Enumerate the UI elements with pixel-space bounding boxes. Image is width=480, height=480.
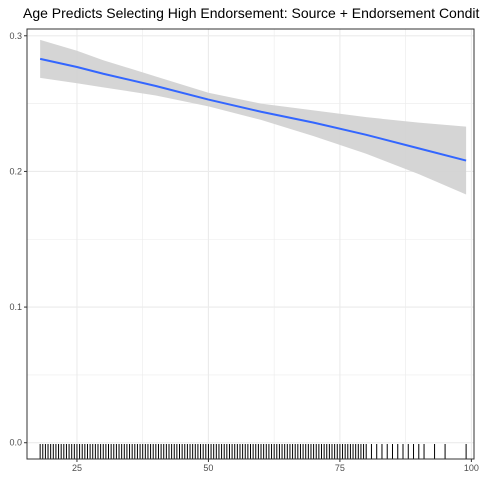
y-tick-label: 0.1 (9, 302, 22, 312)
x-tick-label: 50 (203, 463, 213, 473)
y-tick-label: 0.3 (9, 31, 22, 41)
chart-title: Age Predicts Selecting High Endorsement:… (23, 5, 480, 21)
x-axis: 25 50 75 100 (72, 459, 479, 473)
x-tick-label: 25 (72, 463, 82, 473)
y-tick-label: 0.0 (9, 438, 22, 448)
y-axis: 0.0 0.1 0.2 0.3 (9, 31, 27, 448)
y-tick-label: 0.2 (9, 166, 22, 176)
plot-panel (27, 29, 474, 459)
x-tick-label: 100 (464, 463, 479, 473)
panel-background (27, 29, 474, 459)
x-tick-label: 75 (335, 463, 345, 473)
